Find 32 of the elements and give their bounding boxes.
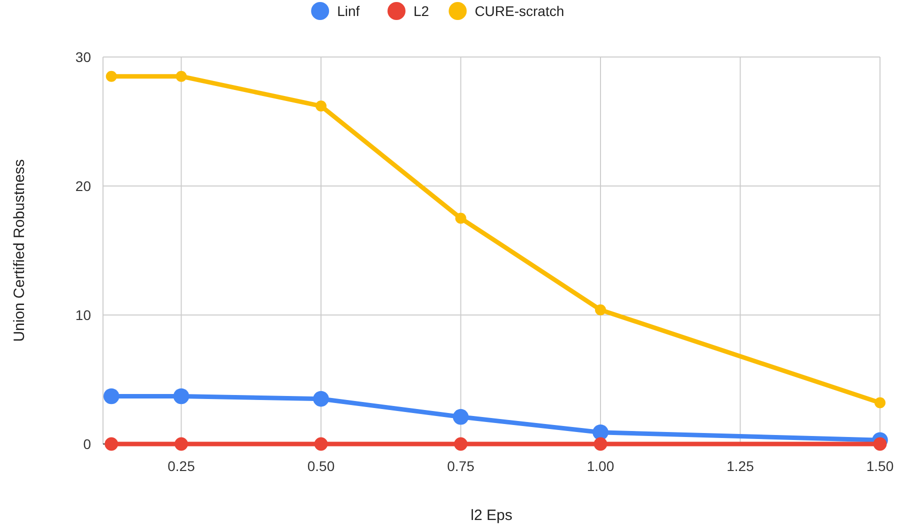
point [103, 388, 120, 404]
point [594, 437, 608, 451]
y-tick-label: 30 [75, 48, 92, 65]
point [106, 70, 117, 82]
y-tick-label: 10 [75, 306, 92, 323]
point [176, 70, 187, 82]
x-tick-label: 1.50 [866, 458, 894, 474]
x-tick-label: 1.00 [586, 458, 614, 474]
x-tick-label: 0.25 [168, 458, 196, 474]
x-axis-title: l2 Eps [470, 507, 512, 524]
x-tick-label: 1.25 [726, 458, 754, 474]
y-tick-label: 20 [75, 178, 92, 194]
y-axis-title: Union Certified Robustness [11, 159, 28, 342]
legend-label: L2 [414, 3, 430, 19]
point [313, 390, 329, 407]
point [316, 100, 327, 112]
point [104, 437, 118, 451]
point [592, 424, 608, 440]
x-tick-label: 0.50 [307, 458, 335, 474]
point [174, 437, 188, 451]
point [454, 437, 468, 451]
point [173, 388, 190, 404]
point [874, 397, 886, 408]
point [455, 212, 466, 224]
point [452, 409, 469, 425]
x-tick-label: 0.75 [447, 458, 475, 474]
legend-label: Linf [337, 3, 360, 19]
point [595, 304, 606, 316]
point [873, 437, 887, 451]
y-tick-label: 0 [83, 436, 92, 452]
legend-label: CURE-scratch [474, 3, 564, 19]
point [314, 437, 328, 451]
